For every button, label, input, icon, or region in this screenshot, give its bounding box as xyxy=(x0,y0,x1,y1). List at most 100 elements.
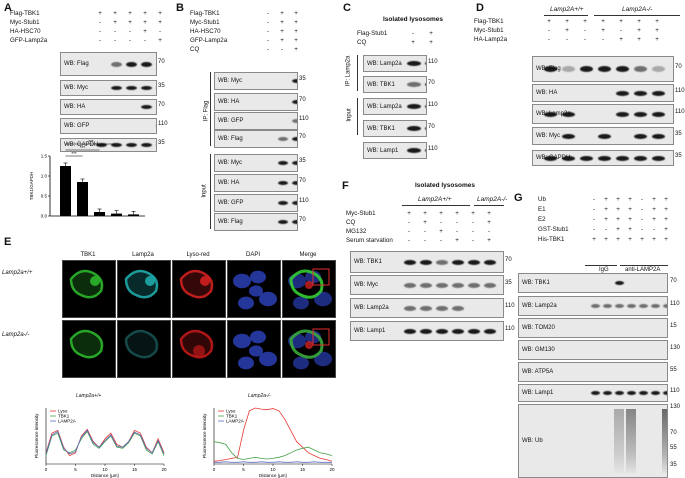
band xyxy=(278,161,288,165)
micrograph xyxy=(172,320,226,378)
x-tick-label: 5 xyxy=(74,467,77,472)
condition-sign: - xyxy=(266,19,270,26)
plot-title: Lamp2a+/+ xyxy=(76,393,102,399)
condition-sign: + xyxy=(113,10,117,17)
blot-label: WB: ATP5A xyxy=(522,369,554,375)
condition-sign: - xyxy=(471,219,475,226)
blot-label: WB: HA xyxy=(218,99,240,105)
condition-sign: - xyxy=(640,216,644,223)
condition-row: GST-Stub1 - - + + - - + xyxy=(510,226,685,236)
western-blot: WB: Flag xyxy=(214,130,298,148)
band xyxy=(155,124,156,128)
puncta xyxy=(145,276,155,286)
y-axis-label: TBK1/GAPDH xyxy=(29,172,34,201)
cell-image xyxy=(179,329,214,359)
puncta xyxy=(193,345,205,357)
legend-label: TBK1 xyxy=(226,414,238,419)
legend-label: LAMP2A xyxy=(58,419,76,424)
panel-d: D Lamp2A+/+ Lamp2A-/- Flag-TBK1 + + + + + + + My… xyxy=(470,0,685,180)
micrograph xyxy=(282,260,336,318)
condition-label: Flag-TBK1 xyxy=(474,18,504,25)
condition-sign: + xyxy=(158,37,162,44)
cell-outline xyxy=(179,269,214,299)
band xyxy=(615,90,629,96)
condition-sign: - xyxy=(640,196,644,203)
condition-sign: + xyxy=(628,196,632,203)
micrograph xyxy=(117,320,171,378)
band xyxy=(110,61,122,67)
band xyxy=(626,304,636,308)
ip-label: IP: Flag xyxy=(203,100,210,122)
panel-label: F xyxy=(342,180,349,192)
puncta xyxy=(90,276,100,286)
band xyxy=(650,391,660,395)
panel-b: B Flag-TBK1- + + Myc-Stub1- + + HA-HSC70- + + GFP… xyxy=(170,0,330,231)
condition-row: GFP-Lamp2a - + + xyxy=(170,37,330,46)
western-blot: WB: Lamp1 xyxy=(518,384,668,402)
band xyxy=(602,391,612,395)
panel-label: C xyxy=(343,2,351,14)
nucleus xyxy=(233,333,251,349)
condition-sign: + xyxy=(565,27,569,34)
western-blot: WB: Lamp2a xyxy=(518,296,668,316)
band xyxy=(615,66,629,72)
mw-marker: 70 xyxy=(299,178,306,184)
blot-label: WB: TOM20 xyxy=(522,325,555,331)
condition-sign: - xyxy=(619,27,623,34)
band xyxy=(425,148,426,153)
blot-label: WB: Lamp2a xyxy=(367,60,402,67)
condition-sign: - xyxy=(98,19,102,26)
cell-image xyxy=(288,268,332,310)
condition-sign: - xyxy=(471,228,475,235)
condition-sign: + xyxy=(616,236,620,243)
mw-marker: 35 xyxy=(299,76,306,82)
cell-outline xyxy=(124,269,159,299)
condition-sign: - xyxy=(128,37,132,44)
condition-sign: - xyxy=(98,37,102,44)
band xyxy=(633,66,647,72)
line-plot-right: 0 5 10 15 20 Distance (µm) Fluorescence intens… xyxy=(202,407,335,478)
condition-row: Flag-TBK1 + + + + + + + xyxy=(470,18,685,27)
mw-marker: 55 xyxy=(670,367,677,373)
western-blot: WB: TBK1 xyxy=(363,76,427,93)
y-axis-label: Fluorescence intensity xyxy=(202,413,207,459)
ip-label: IP: Lamp2a xyxy=(345,55,352,87)
input-bracket xyxy=(357,98,361,135)
nucleus xyxy=(259,291,277,307)
western-blot: WB: Lamp2a xyxy=(350,298,504,318)
western-blot-ub: WB: Ub xyxy=(518,404,668,478)
western-blot: WB: Lamp1 xyxy=(350,321,504,341)
band xyxy=(484,328,496,334)
condition-row: CQ - + - - - + xyxy=(340,219,510,228)
lysosome-signal xyxy=(305,281,313,289)
blot-label: WB: TBK1 xyxy=(354,259,382,265)
panel-label: E xyxy=(4,236,12,248)
legend-label: Lyso xyxy=(58,409,68,414)
band xyxy=(420,282,432,288)
nucleus xyxy=(238,356,254,370)
western-blot: WB: Flag xyxy=(60,52,157,76)
y-tick-label: 1.0 xyxy=(41,174,48,179)
mw-marker: 110 xyxy=(428,58,438,65)
condition-label: E2 xyxy=(538,216,546,223)
condition-label: Flag-Stub1 xyxy=(357,30,388,37)
band xyxy=(615,155,629,161)
line-plot-left: 0 5 10 15 20 Distance (µm) Fluorescence intens… xyxy=(34,408,167,478)
blot-label: WB: HA xyxy=(536,90,558,96)
band xyxy=(407,148,421,153)
condition-row: Myc-Stub1 - + - + - + + xyxy=(470,27,685,36)
ip-right-label: anti-LAMP2A xyxy=(625,267,661,273)
band xyxy=(468,259,480,265)
condition-row: Myc-Stub1 - + + xyxy=(170,19,330,28)
condition-sign: + xyxy=(601,27,605,34)
western-blot: WB: Lamp1 xyxy=(363,142,427,159)
band xyxy=(404,282,416,288)
condition-sign: + xyxy=(471,210,475,217)
condition-sign: + xyxy=(592,236,596,243)
western-blot: WB: GFP xyxy=(60,118,157,134)
mw-marker: 35 xyxy=(675,153,682,159)
condition-sign: + xyxy=(294,28,298,35)
condition-sign: + xyxy=(640,236,644,243)
blot-label: WB: Flag xyxy=(536,66,561,72)
condition-row: Flag-TBK1 - + + xyxy=(170,10,330,19)
